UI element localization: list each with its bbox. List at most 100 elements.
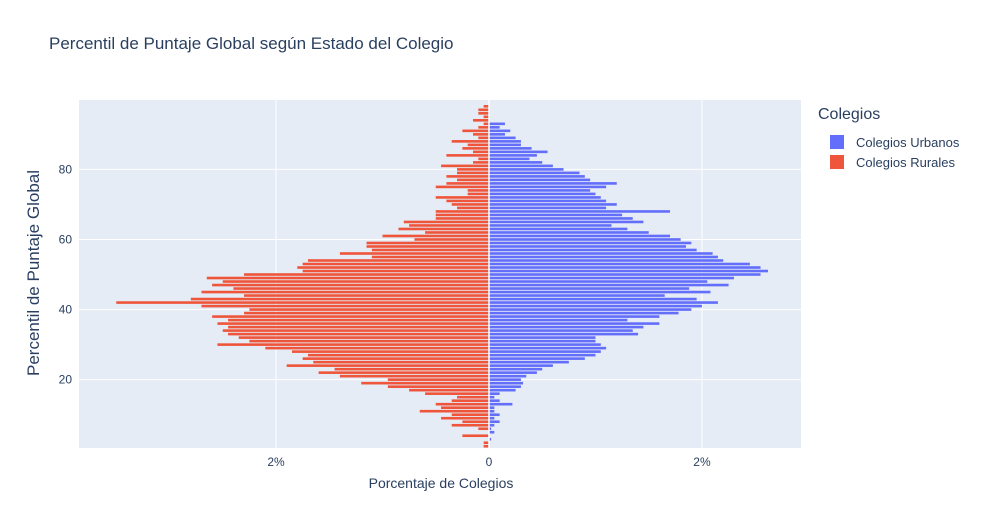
bar-urban[interactable] [488, 234, 671, 238]
legend-item-urbanos[interactable]: Colegios Urbanos [818, 132, 959, 152]
bar-urban[interactable] [488, 192, 596, 196]
bar-urban[interactable] [488, 147, 532, 150]
bar-urban[interactable] [488, 413, 500, 417]
bar-urban[interactable] [488, 406, 495, 410]
bar-rural[interactable] [201, 290, 489, 294]
bar-rural[interactable] [435, 210, 489, 213]
bar-rural[interactable] [409, 224, 489, 227]
bar-rural[interactable] [398, 227, 489, 231]
bar-rural[interactable] [462, 129, 489, 133]
bar-urban[interactable] [488, 199, 607, 203]
bar-rural[interactable] [116, 301, 489, 304]
bar-rural[interactable] [403, 220, 489, 224]
bar-urban[interactable] [488, 217, 633, 220]
bar-rural[interactable] [339, 374, 489, 378]
bar-rural[interactable] [483, 115, 489, 119]
bar-rural[interactable] [478, 427, 489, 431]
bar-rural[interactable] [435, 402, 489, 406]
bar-rural[interactable] [478, 126, 489, 129]
bar-rural[interactable] [313, 360, 489, 364]
bar-urban[interactable] [488, 269, 768, 273]
bar-urban[interactable] [488, 276, 734, 280]
bar-urban[interactable] [488, 154, 537, 157]
bar-urban[interactable] [488, 357, 585, 360]
bar-rural[interactable] [291, 350, 489, 353]
bar-urban[interactable] [488, 318, 628, 322]
bar-urban[interactable] [488, 392, 500, 395]
bar-rural[interactable] [483, 441, 489, 445]
bar-rural[interactable] [238, 336, 489, 339]
bar-rural[interactable] [446, 175, 489, 178]
bar-rural[interactable] [473, 133, 489, 136]
bar-rural[interactable] [217, 343, 489, 346]
bar-rural[interactable] [441, 164, 489, 168]
bar-urban[interactable] [488, 332, 639, 336]
bar-urban[interactable] [488, 255, 718, 259]
bar-urban[interactable] [488, 308, 692, 311]
bar-rural[interactable] [451, 203, 489, 206]
bar-rural[interactable] [318, 371, 489, 374]
bar-rural[interactable] [467, 189, 489, 192]
bar-rural[interactable] [307, 353, 489, 357]
bar-urban[interactable] [488, 245, 686, 248]
bar-urban[interactable] [488, 168, 564, 171]
bar-urban[interactable] [488, 378, 521, 381]
bar-urban[interactable] [488, 150, 548, 154]
bar-rural[interactable] [451, 399, 489, 402]
bar-rural[interactable] [233, 287, 489, 290]
bar-rural[interactable] [457, 206, 489, 210]
bar-urban[interactable] [488, 227, 628, 231]
bar-urban[interactable] [488, 364, 553, 367]
bar-rural[interactable] [222, 280, 489, 283]
bar-urban[interactable] [488, 374, 527, 378]
bar-rural[interactable] [409, 388, 489, 392]
bar-urban[interactable] [488, 136, 516, 140]
bar-urban[interactable] [488, 175, 585, 178]
bar-rural[interactable] [217, 322, 489, 325]
bar-urban[interactable] [488, 290, 711, 294]
bar-rural[interactable] [483, 122, 489, 126]
bar-rural[interactable] [435, 217, 489, 220]
bar-urban[interactable] [488, 241, 692, 245]
bar-urban[interactable] [488, 381, 524, 385]
bar-rural[interactable] [457, 395, 489, 399]
bar-rural[interactable] [451, 140, 489, 143]
bar-urban[interactable] [488, 315, 660, 318]
bar-urban[interactable] [488, 388, 516, 392]
bar-urban[interactable] [488, 143, 521, 147]
bar-rural[interactable] [441, 406, 489, 410]
legend-item-rurales[interactable]: Colegios Rurales [818, 152, 959, 172]
bar-rural[interactable] [371, 255, 489, 259]
bar-urban[interactable] [488, 367, 543, 371]
bar-urban[interactable] [488, 252, 713, 255]
bar-urban[interactable] [488, 231, 649, 234]
bar-urban[interactable] [488, 157, 530, 161]
bar-rural[interactable] [467, 143, 489, 147]
bar-urban[interactable] [488, 140, 521, 143]
bar-urban[interactable] [488, 206, 607, 210]
bar-rural[interactable] [478, 136, 489, 140]
bar-rural[interactable] [462, 420, 489, 424]
bar-urban[interactable] [488, 287, 690, 290]
bar-rural[interactable] [462, 434, 489, 438]
bar-urban[interactable] [488, 395, 495, 399]
bar-urban[interactable] [488, 262, 750, 266]
bar-urban[interactable] [488, 385, 521, 388]
bar-rural[interactable] [435, 213, 489, 217]
bar-rural[interactable] [366, 241, 489, 245]
bar-urban[interactable] [488, 427, 492, 431]
bar-rural[interactable] [462, 147, 489, 150]
bar-rural[interactable] [334, 367, 489, 371]
bar-urban[interactable] [488, 164, 553, 168]
bar-rural[interactable] [249, 339, 489, 343]
bar-rural[interactable] [451, 413, 489, 417]
bar-rural[interactable] [457, 178, 489, 182]
bar-rural[interactable] [366, 245, 489, 248]
bar-rural[interactable] [478, 108, 489, 112]
bar-rural[interactable] [302, 269, 489, 273]
bar-urban[interactable] [488, 322, 660, 325]
bar-rural[interactable] [212, 315, 489, 318]
bar-urban[interactable] [488, 416, 495, 420]
bar-rural[interactable] [244, 311, 489, 315]
bar-urban[interactable] [488, 185, 607, 189]
